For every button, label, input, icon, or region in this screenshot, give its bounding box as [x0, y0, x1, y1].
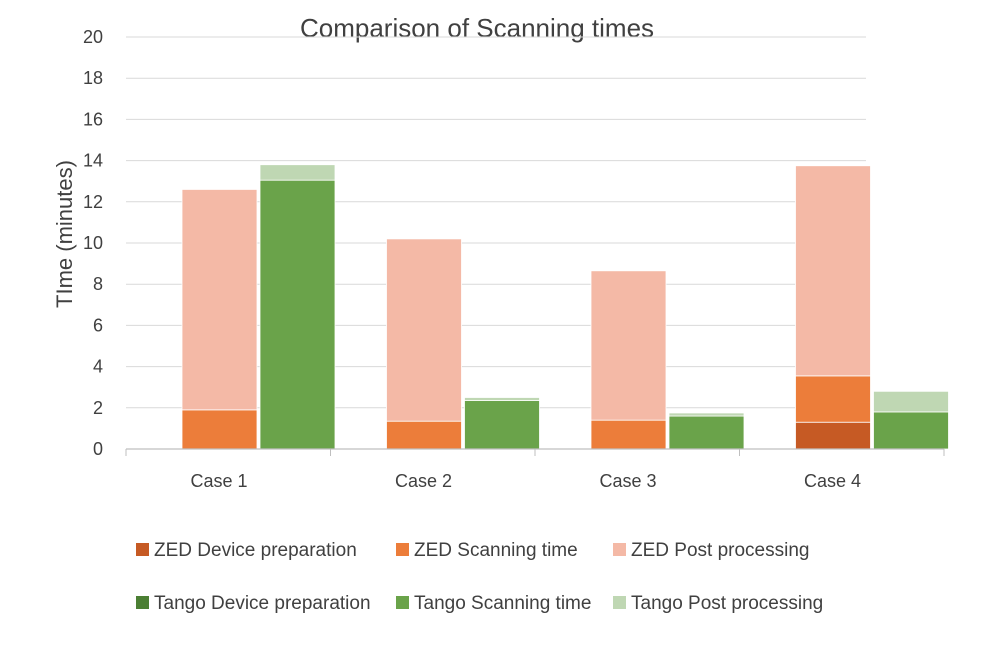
bar-tango-scanning-time-case-2 [464, 400, 540, 450]
legend-label-tango-post-processing: Tango Post processing [631, 593, 823, 614]
x-tick-label: Case 1 [190, 471, 247, 491]
bar-zed-scanning-time-case-4 [795, 375, 871, 423]
bar-tango-scanning-time-case-4 [873, 411, 949, 450]
x-tick-label: Case 3 [599, 471, 656, 491]
chart-title: Comparison of Scanning times [300, 13, 654, 43]
y-tick-labels: 0 2 4 6 8 10 12 14 16 18 20 [83, 27, 103, 459]
legend-swatch-tango-scanning-time [396, 596, 409, 609]
bar-zed-post-processing-case-2 [386, 238, 462, 422]
y-tick-label: 8 [93, 274, 103, 294]
x-tick-labels: Case 1 Case 2 Case 3 Case 4 [190, 471, 861, 491]
legend-swatch-zed-device-preparation [136, 543, 149, 556]
bar-zed-post-processing-case-1 [181, 189, 258, 411]
legend: ZED Device preparation ZED Scanning time Z… [136, 540, 823, 614]
bar-zed-scanning-time-case-2 [386, 420, 462, 450]
bar-tango-scanning-time-case-3 [668, 415, 745, 450]
x-tick-label: Case 2 [395, 471, 452, 491]
y-tick-label: 6 [93, 315, 103, 335]
y-tick-label: 18 [83, 68, 103, 88]
bar-zed-scanning-time-case-3 [590, 419, 667, 450]
legend-swatch-zed-scanning-time [396, 543, 409, 556]
bar-tango-post-processing-case-1 [259, 164, 336, 181]
legend-label-tango-scanning-time: Tango Scanning time [414, 593, 591, 614]
y-tick-label: 4 [93, 357, 103, 377]
y-tick-label: 20 [83, 27, 103, 47]
y-tick-label: 0 [93, 439, 103, 459]
bars [181, 164, 949, 450]
legend-swatch-tango-device-preparation [136, 596, 149, 609]
y-tick-label: 2 [93, 398, 103, 418]
y-tick-label: 12 [83, 192, 103, 212]
legend-swatch-zed-post-processing [613, 543, 626, 556]
bar-tango-scanning-time-case-1 [259, 179, 336, 450]
y-tick-label: 10 [83, 233, 103, 253]
y-tick-label: 14 [83, 151, 103, 171]
legend-label-zed-post-processing: ZED Post processing [631, 540, 809, 561]
bar-zed-post-processing-case-4 [795, 165, 871, 377]
legend-label-zed-device-preparation: ZED Device preparation [154, 540, 357, 561]
x-tick-label: Case 4 [804, 471, 861, 491]
bar-zed-post-processing-case-3 [590, 270, 667, 421]
bar-zed-scanning-time-case-1 [181, 409, 258, 450]
bar-tango-post-processing-case-4 [873, 390, 949, 413]
legend-label-tango-device-preparation: Tango Device preparation [154, 593, 371, 614]
bar-tango-post-processing-case-3 [668, 412, 745, 417]
legend-label-zed-scanning-time: ZED Scanning time [414, 540, 578, 561]
bar-tango-post-processing-case-2 [464, 397, 540, 401]
x-axis [125, 448, 945, 456]
y-axis-label: TIme (minutes) [52, 160, 77, 308]
y-tick-label: 16 [83, 109, 103, 129]
bar-zed-device-preparation-case-4 [795, 421, 871, 450]
legend-swatch-tango-post-processing [613, 596, 626, 609]
